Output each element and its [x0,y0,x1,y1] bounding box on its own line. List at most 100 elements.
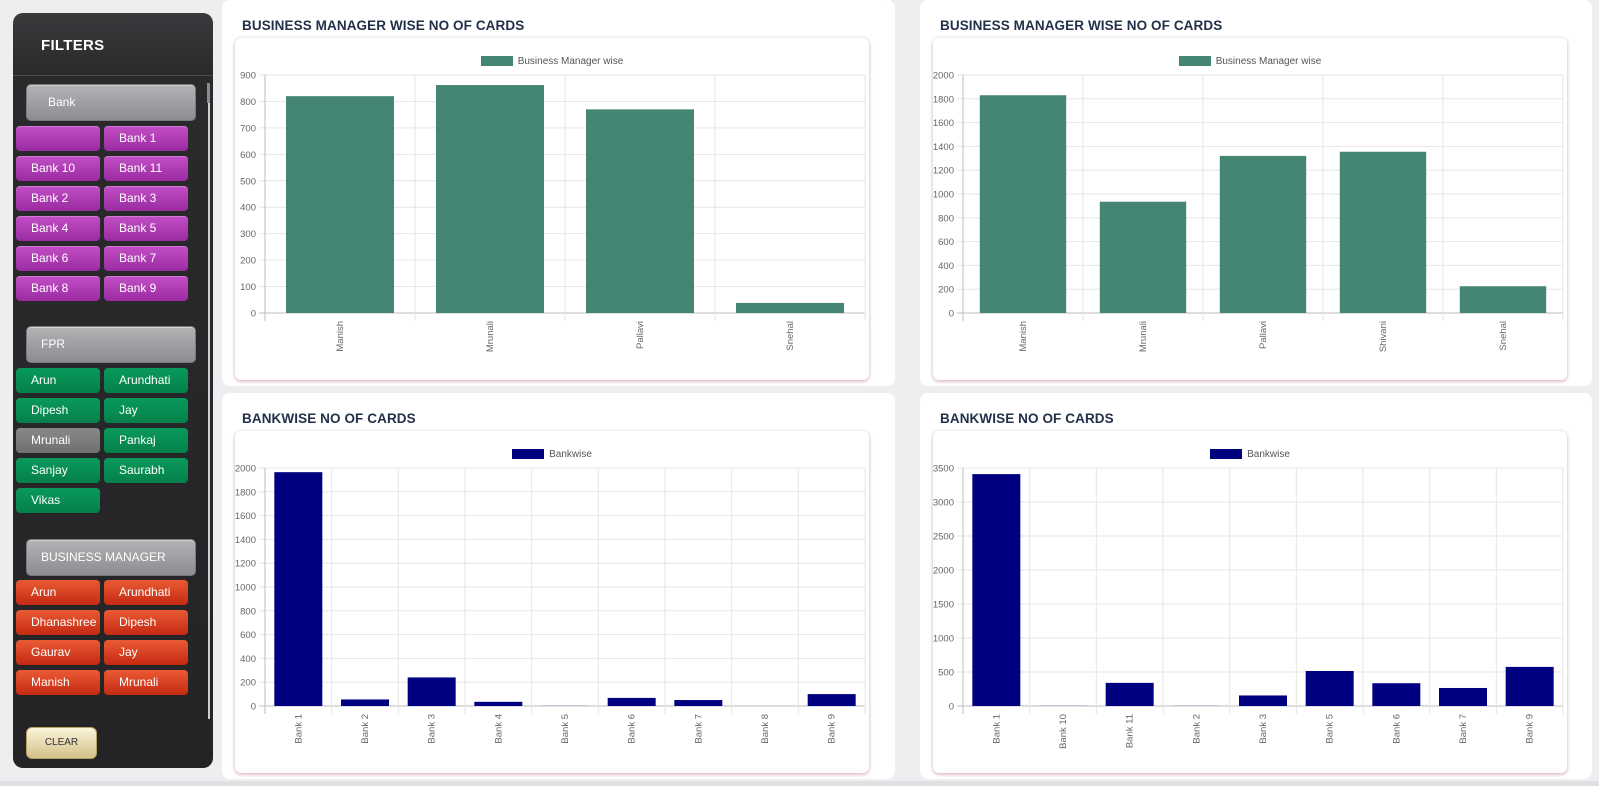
bank-chip[interactable]: Bank 9 [104,276,188,301]
bank-chip[interactable]: Bank 11 [104,156,188,181]
y-tick-label: 900 [240,71,256,82]
bm-chip[interactable]: Jay [104,640,188,665]
bar-bank-9[interactable] [807,694,856,706]
legend-swatch [480,56,513,67]
fpr-filter-header[interactable]: FPR [26,326,196,363]
y-tick-label: 1500 [933,600,954,611]
bar-bank-11[interactable] [1105,682,1154,706]
chart-4-legend-label: Bankwise [1247,449,1290,460]
bar-bank-10[interactable] [1039,705,1087,706]
bank-chip[interactable]: Bank 8 [16,276,100,301]
bm-chip[interactable]: Mrunali [104,670,188,695]
y-tick-label: 600 [240,150,256,161]
bar-bank-6[interactable] [1372,683,1421,706]
bank-chip[interactable]: Bank 5 [104,216,188,241]
horizontal-scrollbar[interactable] [0,781,1599,786]
y-tick-label: 1600 [933,118,954,129]
fpr-chip[interactable]: Saurabh [104,458,188,483]
x-tick-label: Bank 6 [1391,714,1402,744]
x-tick-label: Snehal [1498,321,1509,351]
chart-2-legend[interactable]: Business Manager wise [933,56,1567,67]
y-tick-label: 0 [949,702,954,713]
bar-bank-1[interactable] [972,474,1021,706]
x-tick-label: Bank 1 [991,714,1002,744]
bar-bank-2[interactable] [1172,705,1221,706]
legend-swatch [1178,56,1211,67]
chart-1-legend[interactable]: Business Manager wise [235,56,869,67]
y-tick-label: 200 [938,285,954,296]
bar-bank-1[interactable] [274,472,323,706]
chart-4-title: BANKWISE NO OF CARDS [940,411,1114,426]
x-tick-label: Bank 5 [1325,714,1336,744]
bm-chip[interactable]: Dhanashree [16,610,100,635]
clear-button[interactable]: CLEAR [26,727,97,759]
sidebar-scrollbar-thumb[interactable] [207,83,210,103]
bar-pallavi[interactable] [1219,155,1307,313]
bar-manish[interactable] [286,96,394,314]
y-tick-label: 0 [251,309,256,320]
bar-bank-5[interactable] [541,705,589,706]
bar-bank-5[interactable] [1305,670,1354,706]
bm-chip[interactable]: Arun [16,580,100,605]
sidebar-scrollbar[interactable] [208,83,210,719]
bar-shivani[interactable] [1339,151,1427,313]
bar-mrunali[interactable] [1099,201,1187,313]
chart-1-title: BUSINESS MANAGER WISE NO OF CARDS [242,18,525,33]
chart-3-plot: 0 200 400 600 800 1000 1200 1400 1600 1800 2000 Ban… [235,464,866,744]
fpr-chip[interactable]: Vikas [16,488,100,513]
fpr-chip[interactable]: Mrunali [16,428,100,453]
y-tick-label: 1400 [933,142,954,153]
bar-bank-6[interactable] [607,697,656,706]
bank-chip[interactable]: Bank 6 [16,246,100,271]
bar-manish[interactable] [979,95,1067,313]
chart-1-legend-label: Business Manager wise [517,56,624,67]
bar-snehal[interactable] [736,302,844,313]
bank-chip[interactable]: Bank 4 [16,216,100,241]
chart-panel-2: BUSINESS MANAGER WISE NO OF CARDS Busine… [920,0,1592,386]
bank-chip[interactable]: Bank 2 [16,186,100,211]
y-tick-label: 1000 [235,583,256,594]
bm-chip[interactable]: Gaurav [16,640,100,665]
bar-mrunali[interactable] [436,85,544,313]
chart-4-legend[interactable]: Bankwise [933,449,1567,460]
fpr-chip[interactable]: Pankaj [104,428,188,453]
bar-bank-7[interactable] [1439,687,1487,706]
x-tick-label: Bank 10 [1058,714,1069,749]
bar-snehal[interactable] [1459,286,1547,313]
y-tick-label: 200 [240,256,256,267]
bm-chip[interactable]: Dipesh [104,610,188,635]
fpr-chip[interactable]: Arundhati [104,368,188,393]
bank-chip[interactable]: Bank 10 [16,156,100,181]
bar-bank-3[interactable] [1239,695,1287,706]
bm-chip[interactable]: Arundhati [104,580,188,605]
chart-3-card: Bankwise 0 200 400 600 800 1000 1200 1400 1600 18… [235,431,869,773]
bar-pallavi[interactable] [586,109,694,313]
bank-chip[interactable] [16,126,100,151]
bank-chip[interactable]: Bank 3 [104,186,188,211]
y-tick-label: 1200 [933,166,954,177]
fpr-chip[interactable]: Arun [16,368,100,393]
chart-3-legend[interactable]: Bankwise [235,449,869,460]
bank-filter-header[interactable]: Bank [26,84,196,121]
x-tick-label: Bank 1 [293,714,304,744]
bar-bank-9[interactable] [1505,666,1554,706]
fpr-chip[interactable]: Dipesh [16,398,100,423]
bank-chip[interactable]: Bank 1 [104,126,188,151]
y-tick-label: 500 [938,668,954,679]
bar-bank-3[interactable] [407,677,456,706]
business-manager-filter-header[interactable]: BUSINESS MANAGER [26,539,196,576]
bm-chip[interactable]: Manish [16,670,100,695]
y-tick-label: 3000 [933,498,954,509]
bar-bank-2[interactable] [341,699,389,706]
x-tick-label: Bank 7 [1458,714,1469,744]
y-tick-label: 0 [251,702,256,713]
x-tick-label: Pallavi [1258,321,1269,349]
bank-chip[interactable]: Bank 7 [104,246,188,271]
filters-divider [13,75,213,76]
fpr-chip[interactable]: Sanjay [16,458,100,483]
bar-bank-4[interactable] [474,701,523,706]
fpr-chip[interactable]: Jay [104,398,188,423]
chart-2-card: Business Manager wise 0 200 400 600 800 1000 1… [933,38,1567,380]
bar-bank-7[interactable] [674,700,723,706]
